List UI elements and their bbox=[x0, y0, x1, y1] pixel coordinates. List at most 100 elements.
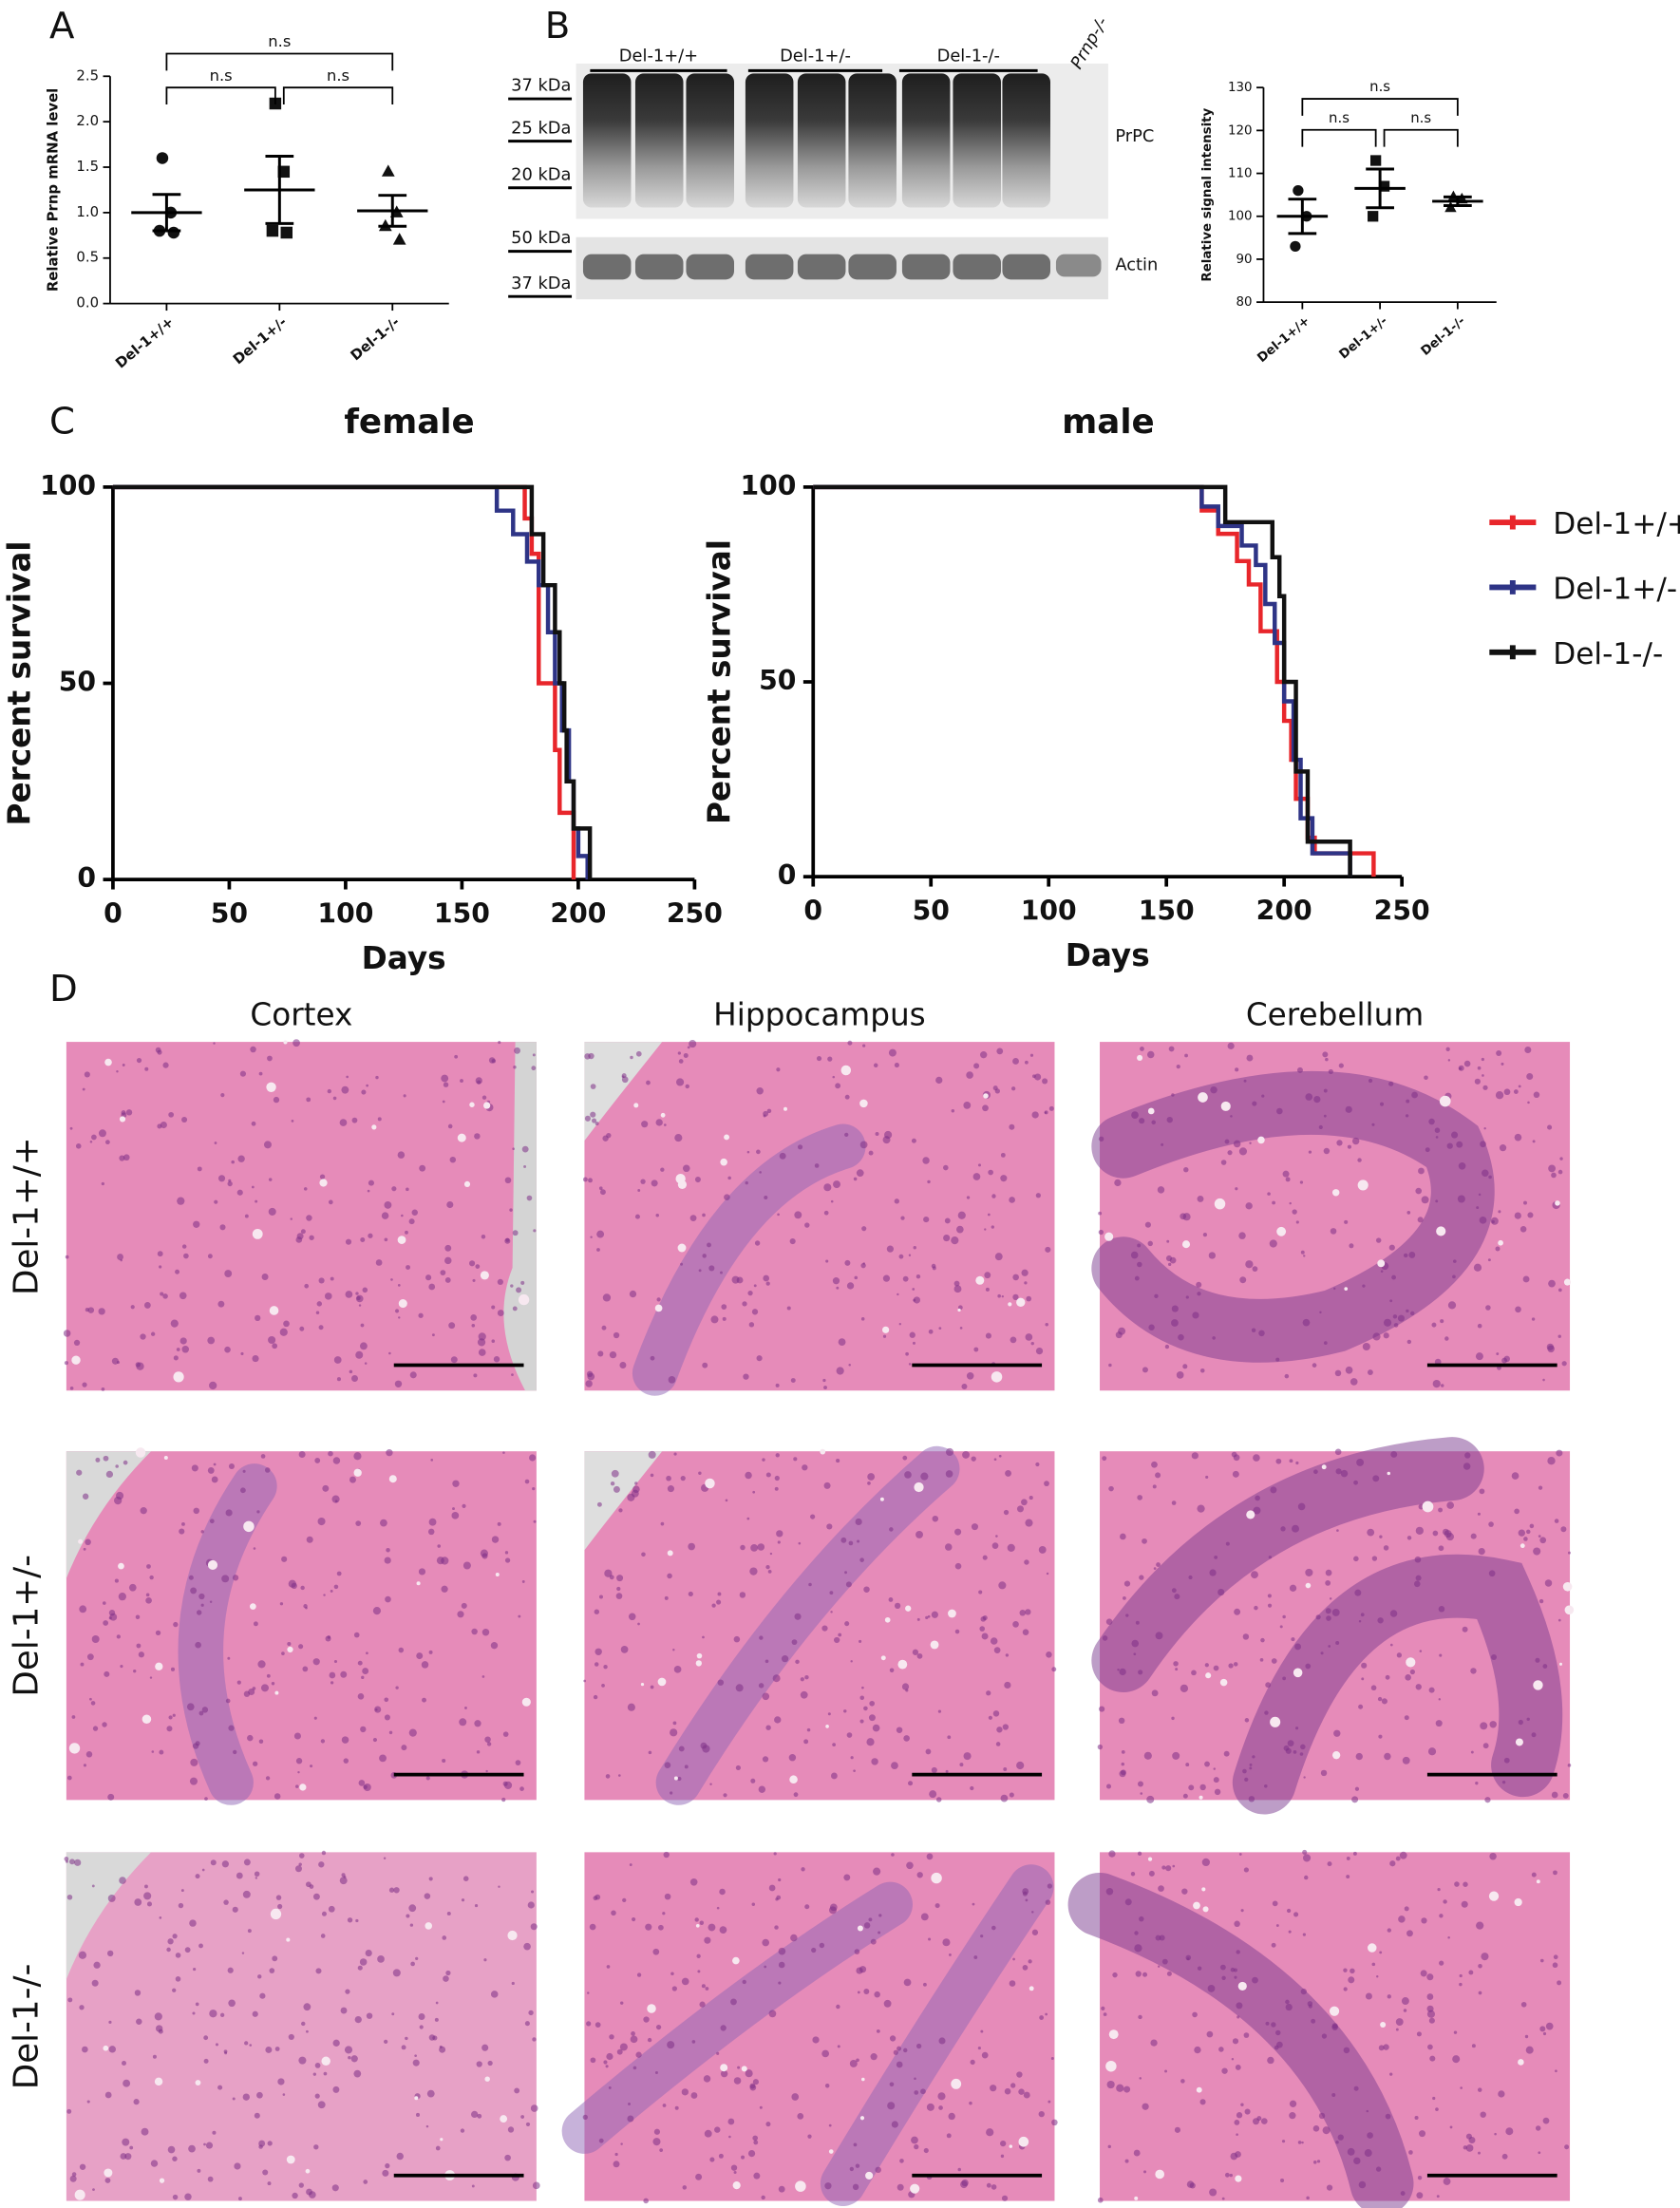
cell-nucleus bbox=[859, 1639, 862, 1643]
cell-nucleus bbox=[477, 1080, 481, 1085]
cell-nucleus bbox=[789, 1237, 796, 1245]
vacuole bbox=[930, 1640, 939, 1650]
cell-nucleus bbox=[83, 1764, 87, 1767]
cell-nucleus bbox=[637, 1189, 641, 1192]
cell-nucleus bbox=[945, 1470, 953, 1478]
vacuole bbox=[865, 2171, 874, 2180]
cell-nucleus bbox=[969, 2101, 972, 2105]
cell-nucleus bbox=[1480, 2111, 1486, 2118]
cell-nucleus bbox=[317, 2101, 326, 2109]
cell-nucleus bbox=[951, 1236, 959, 1245]
cell-nucleus bbox=[806, 1727, 811, 1732]
cell-nucleus bbox=[1223, 1750, 1230, 1757]
cell-nucleus bbox=[452, 1507, 455, 1511]
cell-nucleus bbox=[1243, 2032, 1250, 2038]
cell-nucleus bbox=[116, 1070, 119, 1073]
cell-nucleus bbox=[1559, 1157, 1563, 1161]
cell-nucleus bbox=[460, 2128, 465, 2133]
cell-nucleus bbox=[1267, 1594, 1272, 1598]
cell-nucleus bbox=[444, 1256, 452, 1265]
cell-nucleus bbox=[431, 1333, 435, 1337]
cell-nucleus bbox=[79, 2163, 86, 2170]
cell-nucleus bbox=[141, 2127, 149, 2136]
cell-nucleus bbox=[821, 1625, 828, 1632]
cell-nucleus bbox=[444, 1244, 452, 1252]
vacuole bbox=[882, 1326, 890, 1333]
cell-nucleus bbox=[140, 1333, 146, 1340]
cell-nucleus bbox=[689, 1040, 697, 1048]
cell-nucleus bbox=[1525, 2046, 1534, 2054]
cell-nucleus bbox=[774, 1716, 782, 1724]
cell-nucleus bbox=[1035, 1462, 1040, 1467]
cell-nucleus bbox=[615, 1593, 623, 1599]
cell-nucleus bbox=[882, 1274, 891, 1282]
x-tick-label: 0 bbox=[104, 897, 123, 929]
cell-nucleus bbox=[1387, 1928, 1391, 1933]
cell-nucleus bbox=[236, 1680, 241, 1685]
cell-nucleus bbox=[596, 1501, 602, 1507]
vacuole bbox=[859, 2116, 865, 2121]
cell-nucleus bbox=[1542, 1378, 1545, 1382]
cell-nucleus bbox=[360, 1342, 368, 1350]
cell-nucleus bbox=[1403, 1253, 1408, 1258]
vacuole bbox=[795, 2180, 806, 2192]
cell-nucleus bbox=[209, 1519, 215, 1524]
cell-nucleus bbox=[143, 1302, 151, 1309]
cell-nucleus bbox=[894, 1602, 901, 1610]
cell-nucleus bbox=[191, 1464, 198, 1472]
cell-nucleus bbox=[801, 1867, 805, 1872]
cell-nucleus bbox=[844, 1132, 849, 1138]
cell-nucleus bbox=[859, 1695, 865, 1700]
cell-nucleus bbox=[878, 1914, 882, 1917]
vacuole bbox=[1305, 1582, 1312, 1589]
cell-nucleus bbox=[439, 2046, 446, 2053]
cell-nucleus bbox=[773, 1852, 777, 1856]
cell-nucleus bbox=[283, 1320, 290, 1328]
cell-nucleus bbox=[857, 1991, 860, 1994]
cell-nucleus bbox=[1529, 1523, 1535, 1529]
cell-nucleus bbox=[68, 1859, 75, 1865]
cell-nucleus bbox=[731, 1275, 740, 1284]
cell-nucleus bbox=[1416, 2192, 1424, 2199]
cell-nucleus bbox=[1533, 1091, 1540, 1099]
cell-nucleus bbox=[1406, 1099, 1410, 1104]
vacuole bbox=[250, 1603, 256, 1610]
cell-nucleus bbox=[1150, 2039, 1158, 2047]
cell-nucleus bbox=[398, 1316, 401, 1319]
cell-nucleus bbox=[146, 1564, 151, 1569]
cell-nucleus bbox=[959, 1326, 963, 1330]
legend-swatch bbox=[1489, 579, 1537, 594]
cell-nucleus bbox=[1447, 1059, 1451, 1062]
cell-nucleus bbox=[889, 2082, 895, 2087]
cell-nucleus bbox=[1552, 1962, 1558, 1969]
cell-nucleus bbox=[306, 2029, 309, 2033]
cell-nucleus bbox=[1524, 1046, 1532, 1054]
cell-nucleus bbox=[1361, 1662, 1368, 1669]
cell-nucleus bbox=[1208, 1252, 1217, 1259]
cell-nucleus bbox=[629, 1290, 637, 1298]
cell-nucleus bbox=[393, 1887, 400, 1894]
cell-nucleus bbox=[1357, 1158, 1362, 1162]
cell-nucleus bbox=[207, 1466, 215, 1474]
cell-nucleus bbox=[158, 2029, 163, 2034]
x-axis-label: Days bbox=[1066, 937, 1150, 973]
cell-nucleus bbox=[762, 1756, 769, 1763]
vacuole bbox=[269, 1306, 279, 1315]
vacuole bbox=[783, 1106, 787, 1111]
y-tick-label: 100 bbox=[740, 470, 796, 501]
cell-nucleus bbox=[735, 1684, 744, 1692]
cell-nucleus bbox=[1102, 1635, 1108, 1641]
marker-label: 20 kDa bbox=[511, 164, 571, 184]
cell-nucleus bbox=[521, 1145, 529, 1153]
cell-nucleus bbox=[648, 1450, 656, 1459]
cell-nucleus bbox=[763, 1274, 770, 1282]
cell-nucleus bbox=[897, 2183, 904, 2191]
cell-nucleus bbox=[1495, 1091, 1504, 1100]
cell-nucleus bbox=[753, 2140, 759, 2145]
vacuole bbox=[1196, 2086, 1202, 2093]
cell-nucleus bbox=[603, 2060, 608, 2065]
cell-nucleus bbox=[1050, 2056, 1054, 2061]
cell-nucleus bbox=[349, 1476, 356, 1483]
cell-nucleus bbox=[856, 2058, 859, 2063]
cell-nucleus bbox=[511, 1981, 515, 1986]
